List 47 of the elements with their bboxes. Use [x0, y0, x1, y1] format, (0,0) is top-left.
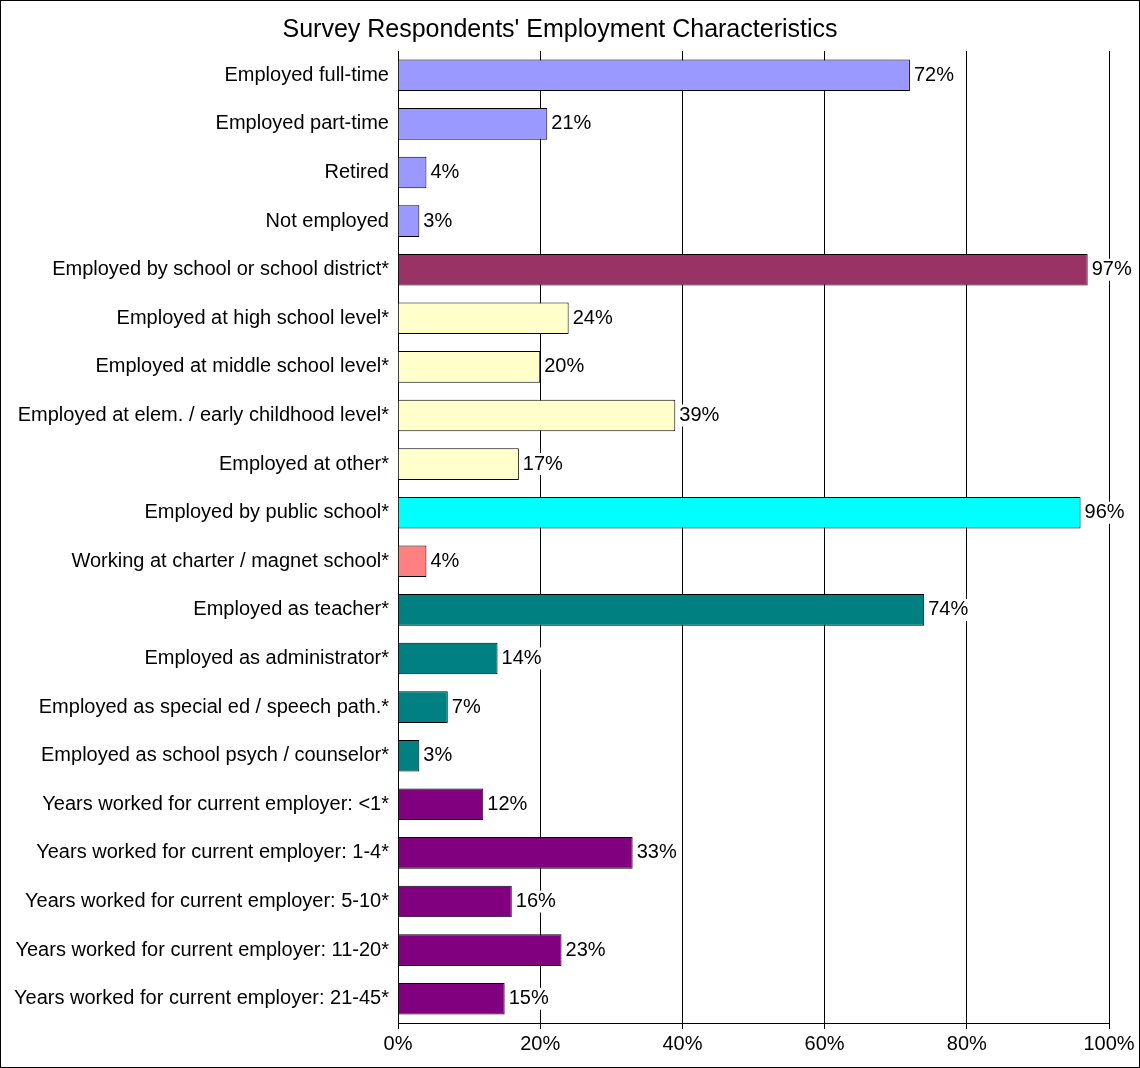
- y-tick-label: Employed as administrator*: [144, 646, 390, 669]
- y-tick-label: Employed as school psych / counselor*: [41, 743, 390, 766]
- x-tick-label: 80%: [946, 1031, 988, 1054]
- x-tick-label: 100%: [1083, 1031, 1135, 1054]
- data-label: 3%: [423, 208, 453, 231]
- data-label: 21%: [551, 111, 592, 134]
- data-label: 7%: [451, 694, 481, 717]
- y-tick-label: Employed by school or school district*: [52, 257, 390, 280]
- data-label: 23%: [565, 937, 606, 960]
- data-label: 17%: [522, 451, 564, 474]
- data-label: 24%: [572, 305, 613, 328]
- data-label: 33%: [636, 840, 677, 863]
- y-tick-label: Employed at middle school level*: [95, 354, 390, 377]
- data-label: 72%: [913, 62, 955, 85]
- data-label: 74%: [928, 597, 969, 620]
- y-tick-label: Employed as special ed / speech path.*: [38, 694, 390, 717]
- y-tick-label: Years worked for current employer: 21-45*: [14, 986, 390, 1009]
- y-tick-label: Not employed: [265, 208, 389, 231]
- y-tick-label: Retired: [324, 160, 389, 183]
- y-tick-label: Years worked for current employer: 11-20*: [15, 937, 390, 960]
- data-label: 97%: [1091, 257, 1132, 280]
- y-tick-label: Years worked for current employer: 1-4*: [36, 840, 390, 863]
- chart-title: Survey Respondents' Employment Characteristics: [282, 13, 838, 42]
- y-tick-label: Employed part-time: [215, 111, 389, 134]
- y-tick-label: Years worked for current employer: <1*: [42, 791, 390, 814]
- y-tick-label: Employed at high school level*: [116, 305, 390, 328]
- y-tick-label: Employed at other*: [218, 451, 390, 474]
- data-label: 96%: [1084, 500, 1125, 523]
- x-tick-label: 60%: [804, 1031, 845, 1054]
- y-tick-label: Employed by public school*: [144, 500, 390, 523]
- y-tick-label: Employed as teacher*: [193, 597, 390, 620]
- y-tick-label: Working at charter / magnet school*: [71, 548, 390, 571]
- y-tick-label: Years worked for current employer: 5-10*: [25, 889, 390, 912]
- x-tick-label: 40%: [662, 1031, 703, 1054]
- data-label: 15%: [508, 986, 549, 1009]
- data-label: 3%: [423, 743, 453, 766]
- y-tick-label: Employed at elem. / early childhood level*: [17, 403, 390, 426]
- data-label: 12%: [487, 791, 528, 814]
- data-label: 16%: [515, 889, 557, 912]
- data-label: 14%: [501, 646, 542, 669]
- data-label: 39%: [679, 403, 720, 426]
- data-label: 4%: [430, 160, 460, 183]
- x-tick-label: 20%: [520, 1031, 561, 1054]
- data-label: 4%: [430, 548, 460, 571]
- data-label: 20%: [544, 354, 585, 377]
- y-tick-label: Employed full-time: [224, 62, 389, 85]
- x-tick-label: 0%: [383, 1031, 413, 1054]
